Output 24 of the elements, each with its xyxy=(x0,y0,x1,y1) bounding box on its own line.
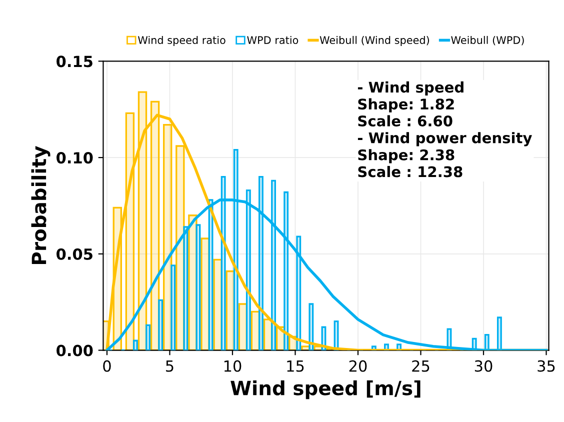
x-tick-label: 30 xyxy=(474,360,492,372)
x-tick-label: 25 xyxy=(412,360,430,372)
x-axis-title: Wind speed [m/s] xyxy=(230,380,420,400)
x-tick-label: 0 xyxy=(103,360,111,372)
y-tick-label: 0.00 xyxy=(56,344,93,356)
legend-label: WPD ratio xyxy=(247,36,298,44)
y-tick-label: 0.15 xyxy=(56,56,92,68)
x-tick-label: 35 xyxy=(538,360,555,372)
annotation: Shape: 1.82 xyxy=(358,98,454,112)
annotation: - Wind speed xyxy=(358,81,464,96)
annotation: Scale : 12.38 xyxy=(358,166,462,178)
legend-label: Weibull (Wind speed) xyxy=(320,36,430,46)
legend-label: Wind speed ratio xyxy=(138,36,226,46)
annotation: Scale : 6.60 xyxy=(358,115,452,126)
y-axis-title: Probability xyxy=(31,146,50,264)
x-tick-label: 15 xyxy=(287,360,304,372)
x-tick-label: 10 xyxy=(224,360,242,372)
y-tick-label: 0.10 xyxy=(56,152,93,164)
x-tick-label: 5 xyxy=(166,360,174,372)
annotation: Shape: 2.38 xyxy=(358,149,454,164)
annotation: - Wind power density xyxy=(358,132,532,146)
x-tick-label: 20 xyxy=(349,360,367,372)
legend-label: Weibull (WPD) xyxy=(451,36,524,46)
y-tick-label: 0.05 xyxy=(56,248,92,260)
